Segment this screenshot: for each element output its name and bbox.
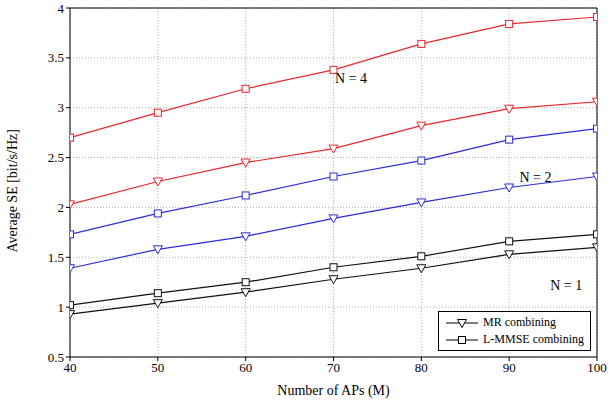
svg-text:100: 100 <box>587 360 604 375</box>
svg-text:N = 1: N = 1 <box>550 278 582 293</box>
html-text:L-MMSE combining: L-MMSE combining <box>483 332 584 346</box>
svg-text:3: 3 <box>58 100 65 115</box>
svg-text:4: 4 <box>58 1 65 16</box>
svg-text:70: 70 <box>327 360 340 375</box>
svg-text:3.5: 3.5 <box>48 50 64 65</box>
svg-text:1.5: 1.5 <box>48 250 64 265</box>
svg-text:1: 1 <box>58 300 65 315</box>
html-text:MR combining: MR combining <box>483 315 556 329</box>
svg-text:Average SE [bit/s/Hz]: Average SE [bit/s/Hz] <box>8 129 20 252</box>
svg-text:2: 2 <box>58 200 65 215</box>
svg-text:80: 80 <box>415 360 428 375</box>
svg-text:N = 2: N = 2 <box>520 170 552 185</box>
svg-text:N = 4: N = 4 <box>335 71 367 86</box>
svg-text:50: 50 <box>151 360 164 375</box>
svg-text:0.5: 0.5 <box>48 350 64 365</box>
svg-text:90: 90 <box>503 360 516 375</box>
svg-text:60: 60 <box>239 360 252 375</box>
svg-text:Number of APs (M): Number of APs (M) <box>277 383 390 399</box>
svg-text:40: 40 <box>64 360 77 375</box>
svg-text:2.5: 2.5 <box>48 150 64 165</box>
